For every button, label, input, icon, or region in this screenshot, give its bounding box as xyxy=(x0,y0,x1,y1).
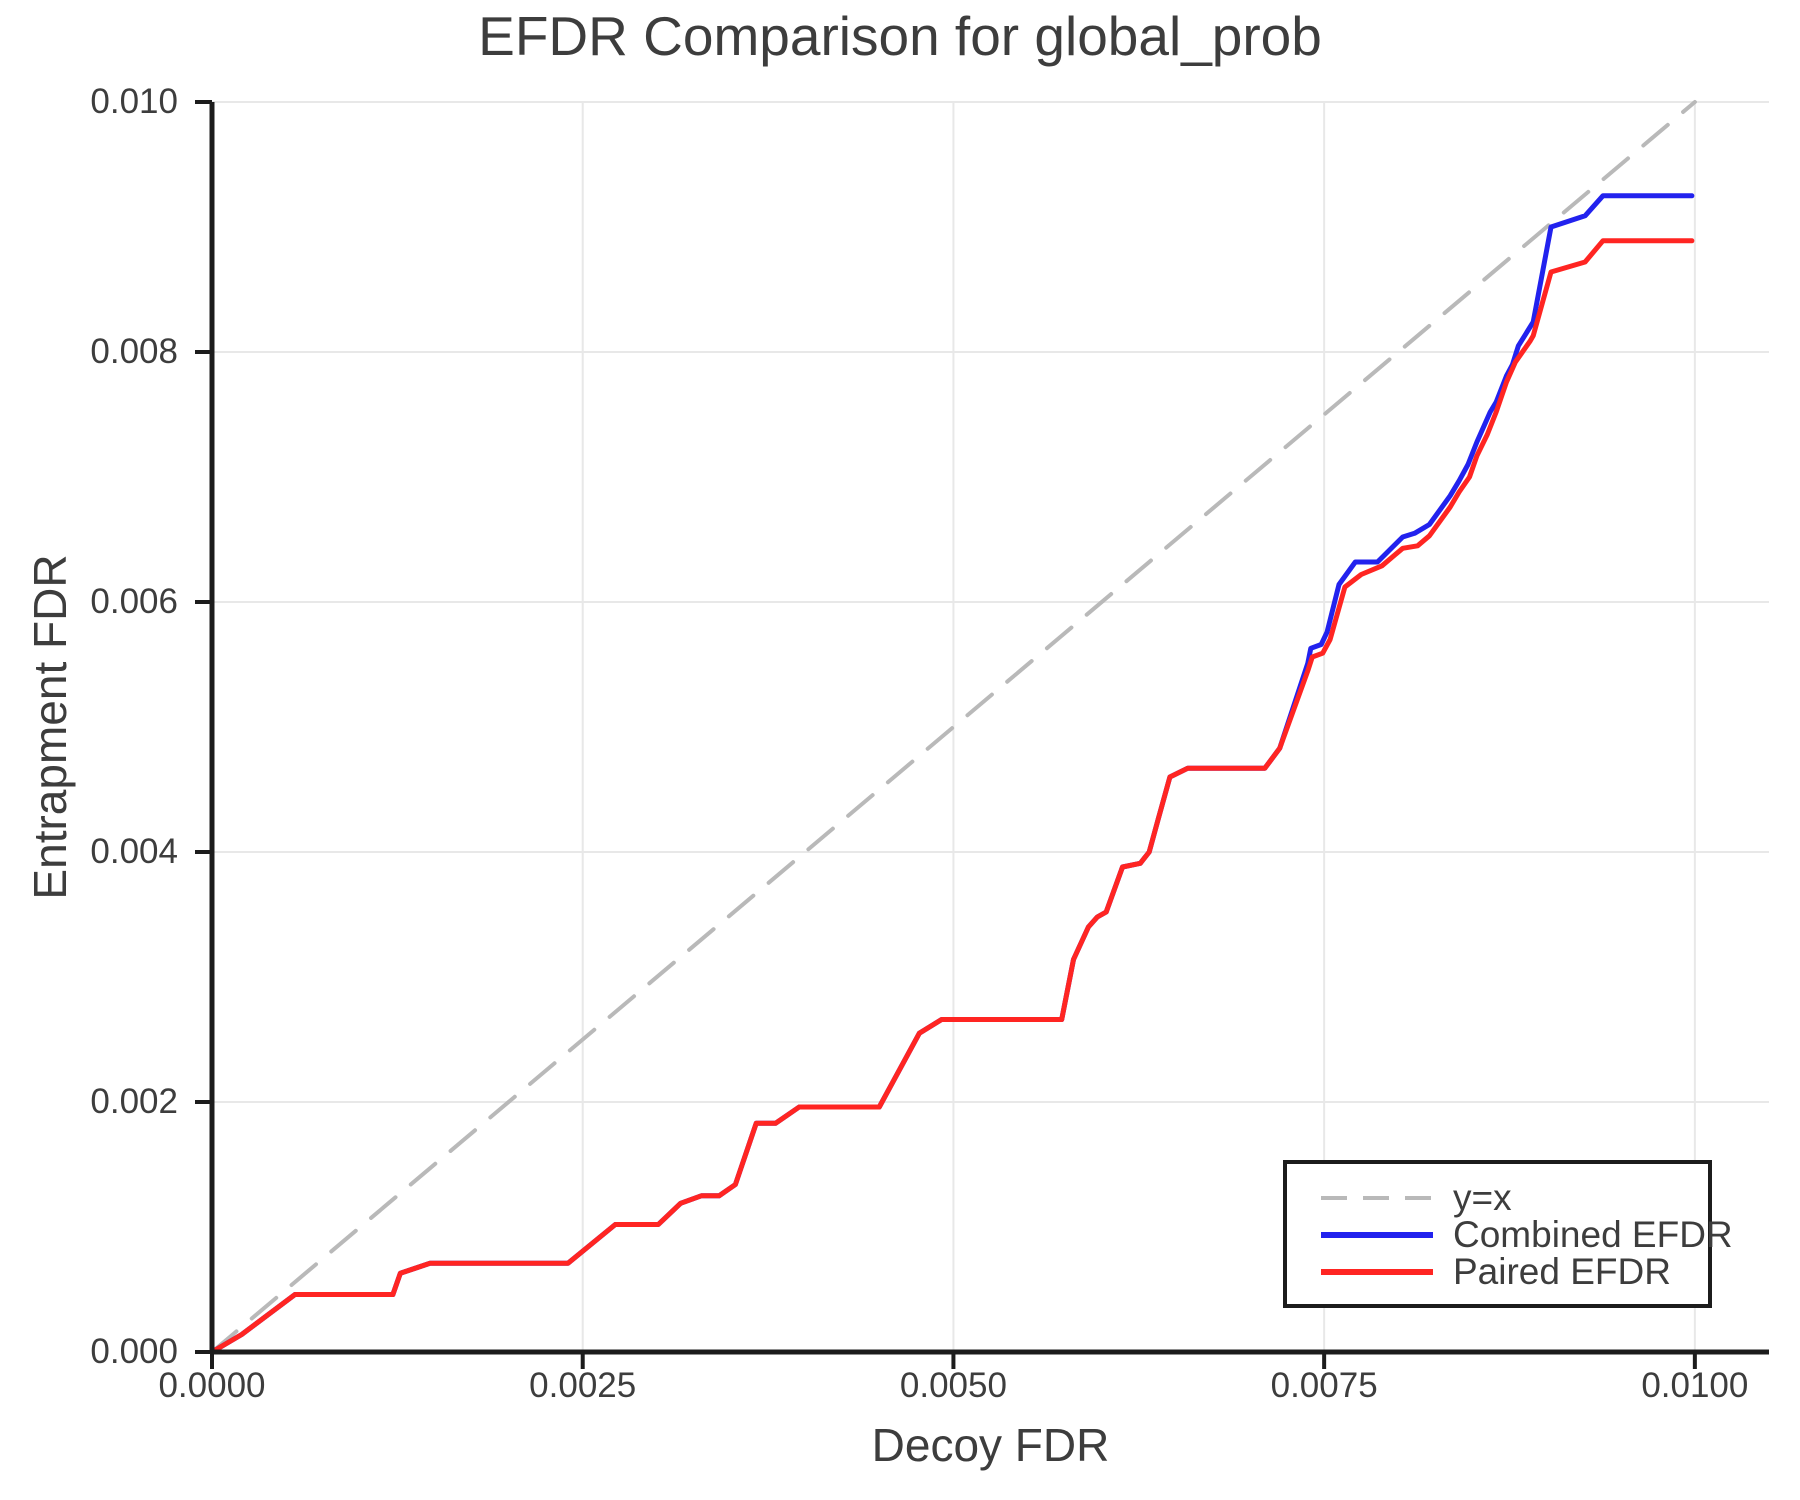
chart-title: EFDR Comparison for global_prob xyxy=(478,5,1322,67)
x-tick-label: 0.0075 xyxy=(1270,1366,1378,1405)
x-axis-label: Decoy FDR xyxy=(871,1419,1110,1471)
legend-item: y=x xyxy=(1287,1179,1708,1216)
x-tick-label: 0.0100 xyxy=(1641,1366,1749,1405)
series-line-y-x xyxy=(210,100,1697,1354)
y-tick-label: 0.002 xyxy=(90,1082,178,1121)
legend-label: y=x xyxy=(1453,1177,1512,1218)
legend-label: Paired EFDR xyxy=(1453,1251,1671,1292)
y-tick-label: 0.006 xyxy=(90,582,178,621)
x-tick-label: 0.0050 xyxy=(899,1366,1007,1405)
y-axis-label: Entrapment FDR xyxy=(24,554,76,900)
x-tick-label: 0.0000 xyxy=(158,1366,266,1405)
legend-item: Combined EFDR xyxy=(1287,1216,1733,1253)
y-tick-label: 0.008 xyxy=(90,332,178,371)
legend-item: Paired EFDR xyxy=(1287,1253,1708,1290)
data-series xyxy=(209,100,1697,1355)
y-tick-label: 0.000 xyxy=(90,1332,178,1371)
y-tick-label: 0.004 xyxy=(90,832,178,871)
axes xyxy=(195,100,1769,1369)
legend-rows: y=x Combined EFDR Paired EFDR xyxy=(1287,1179,1733,1290)
legend-line-sample xyxy=(1321,1268,1433,1275)
series-line-paired-efdr xyxy=(209,238,1695,1355)
legend: y=x Combined EFDR Paired EFDR xyxy=(1283,1160,1733,1308)
legend-line-sample xyxy=(1321,1195,1433,1200)
legend-line-sample xyxy=(1321,1231,1433,1238)
legend-label: Combined EFDR xyxy=(1453,1214,1733,1255)
y-tick-label: 0.010 xyxy=(90,82,178,121)
x-tick-label: 0.0025 xyxy=(529,1366,637,1405)
